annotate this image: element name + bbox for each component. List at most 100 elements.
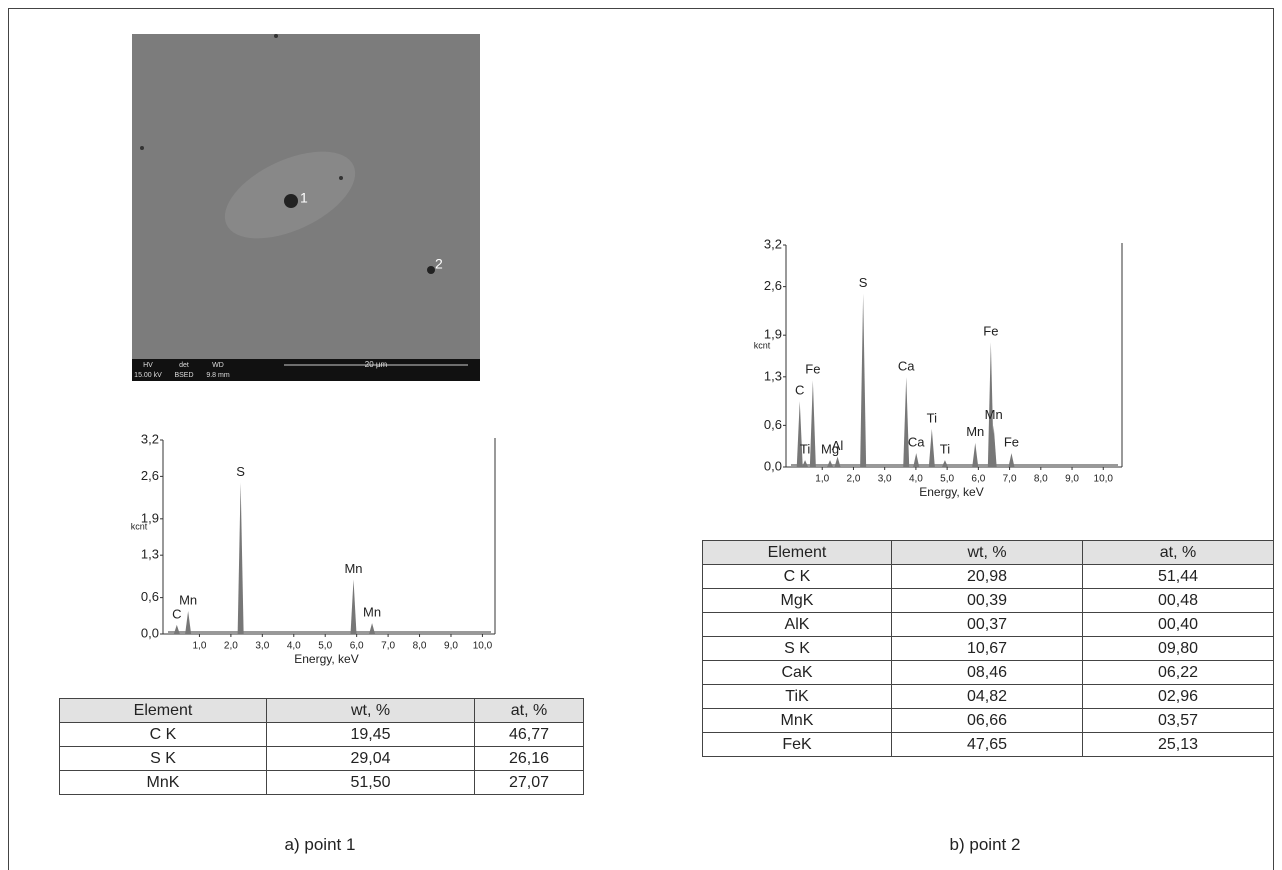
x-tick-label: 3,0	[255, 641, 269, 652]
table-cell: 06,66	[892, 709, 1083, 733]
peak-label: Mn	[985, 407, 1003, 422]
table-cell: 26,16	[475, 747, 584, 771]
peak	[369, 623, 375, 634]
sem-value: 9.8 mm	[206, 372, 230, 379]
x-tick-label: 4,0	[287, 641, 301, 652]
table-cell: 00,48	[1083, 589, 1274, 613]
table-cell: 47,65	[892, 733, 1083, 757]
x-tick-label: 8,0	[1034, 474, 1048, 485]
sem-image: 1 2 HV det WD 15.00 kV BSED 9.8 mm 20 µm	[132, 34, 480, 381]
sem-value: 15.00 kV	[134, 372, 162, 379]
table-cell: 46,77	[475, 723, 584, 747]
sem-point: 2	[435, 256, 443, 272]
peak-label: Fe	[1004, 435, 1019, 450]
sem-label: HV	[143, 362, 153, 369]
peak-label: Ti	[927, 410, 937, 425]
table-cell: at, %	[1083, 541, 1274, 565]
peak-label: Mn	[966, 424, 984, 439]
peak-label: S	[859, 275, 868, 290]
table-cell: 00,37	[892, 613, 1083, 637]
sem-scale: 20 µm	[365, 360, 388, 369]
peak-label: Ca	[908, 435, 925, 450]
table-cell: 29,04	[267, 747, 475, 771]
x-tick-label: 1,0	[192, 641, 206, 652]
peak	[913, 453, 919, 467]
caption: b) point 2	[950, 835, 1021, 855]
y-axis-label: kcnt	[131, 521, 148, 531]
table-cell: AlK	[703, 613, 892, 637]
x-tick-label: 6,0	[350, 641, 364, 652]
table-cell: 51,44	[1083, 565, 1274, 589]
peak	[942, 460, 948, 467]
sem-point: 1	[300, 190, 308, 206]
x-tick-label: 9,0	[1065, 474, 1079, 485]
y-tick-label: 3,2	[141, 431, 159, 446]
table-cell: 08,46	[892, 661, 1083, 685]
peak	[238, 482, 244, 634]
table-cell: 51,50	[267, 771, 475, 795]
sem-inclusion	[284, 194, 298, 208]
y-tick-label: 0,6	[764, 417, 782, 432]
x-tick-label: 3,0	[878, 474, 892, 485]
table-cell: TiK	[703, 685, 892, 709]
data-table: Elementwt, %at, %C K19,4546,77S K29,0426…	[59, 698, 584, 795]
y-tick-label: 1,3	[764, 368, 782, 383]
peak-label: Fe	[983, 324, 998, 339]
peak	[1008, 453, 1014, 467]
table-cell: 06,22	[1083, 661, 1274, 685]
y-tick-label: 2,6	[764, 278, 782, 293]
table-cell: 09,80	[1083, 637, 1274, 661]
data-table: Elementwt, %at, %C K20,9851,44MgK00,3900…	[702, 540, 1274, 757]
page: 1 2 HV det WD 15.00 kV BSED 9.8 mm 20 µm…	[0, 0, 1282, 870]
table-cell: 00,39	[892, 589, 1083, 613]
table-cell: 03,57	[1083, 709, 1274, 733]
y-tick-label: 2,6	[141, 468, 159, 483]
table-cell: wt, %	[267, 699, 475, 723]
table-cell: 27,07	[475, 771, 584, 795]
table-cell: 25,13	[1083, 733, 1274, 757]
table-cell: Element	[703, 541, 892, 565]
peak	[929, 429, 935, 467]
sem-spot	[274, 34, 278, 38]
table-cell: MgK	[703, 589, 892, 613]
y-tick-label: 3,2	[764, 236, 782, 251]
table-cell: at, %	[475, 699, 584, 723]
sem-inclusion	[427, 266, 435, 274]
y-tick-label: 0,6	[141, 589, 159, 604]
sem-spot	[339, 176, 343, 180]
x-axis-label: Energy, keV	[294, 652, 358, 666]
x-tick-label: 5,0	[318, 641, 332, 652]
table-cell: MnK	[60, 771, 267, 795]
peak	[351, 579, 357, 634]
peak	[797, 401, 803, 467]
table-cell: FeK	[703, 733, 892, 757]
table-cell: Element	[60, 699, 267, 723]
baseline-noise	[168, 631, 491, 634]
table-cell: MnK	[703, 709, 892, 733]
sem-value: BSED	[174, 372, 193, 379]
sem-label: WD	[212, 362, 224, 369]
table-cell: wt, %	[892, 541, 1083, 565]
x-tick-label: 7,0	[1003, 474, 1017, 485]
x-tick-label: 10,0	[1094, 474, 1114, 485]
caption: a) point 1	[285, 835, 356, 855]
y-tick-label: 1,3	[141, 547, 159, 562]
table-cell: 20,98	[892, 565, 1083, 589]
peak	[835, 457, 841, 467]
peak-label: Mn	[363, 605, 381, 620]
peak-label: Mn	[344, 561, 362, 576]
x-axis-label: Energy, keV	[919, 485, 983, 499]
x-tick-label: 1,0	[815, 474, 829, 485]
x-tick-label: 2,0	[846, 474, 860, 485]
sem-label: det	[179, 362, 189, 369]
x-tick-label: 2,0	[224, 641, 238, 652]
peak-label: Fe	[805, 362, 820, 377]
